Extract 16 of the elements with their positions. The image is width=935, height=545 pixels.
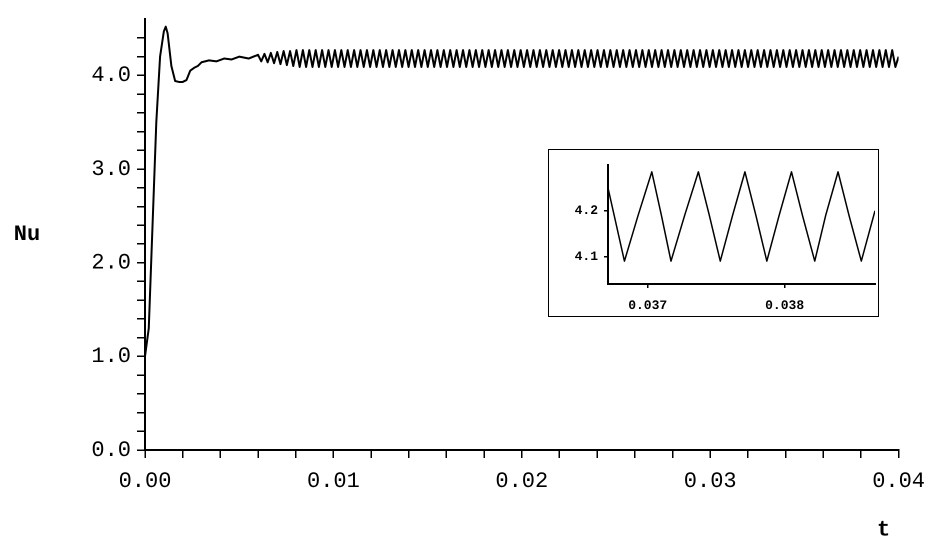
y-tick-label: 4.0 <box>91 63 131 88</box>
x-axis-title: t <box>876 518 890 543</box>
x-tick-label: 0.00 <box>118 469 172 494</box>
x-tick-label: 0.02 <box>495 469 548 494</box>
y-tick-label: 4.1 <box>574 248 598 264</box>
y-tick-label: 2.0 <box>91 250 131 276</box>
y-tick-label: 3.0 <box>91 156 131 182</box>
y-tick-label: 4.2 <box>574 203 598 218</box>
y-tick-label: 0.0 <box>91 438 131 463</box>
x-tick-label: 0.03 <box>684 469 737 494</box>
x-tick-label: 0.038 <box>765 298 804 314</box>
x-tick-label: 0.01 <box>306 469 360 494</box>
y-axis-title: Nu <box>14 222 40 248</box>
y-tick-label: 1.0 <box>91 344 131 370</box>
x-tick-label: 0.04 <box>872 469 925 494</box>
x-tick-label: 0.037 <box>628 298 668 314</box>
